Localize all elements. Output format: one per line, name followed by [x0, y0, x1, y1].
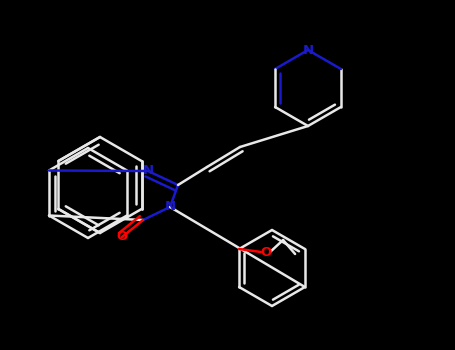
Text: O: O [116, 231, 127, 244]
Text: N: N [142, 164, 154, 177]
Text: N: N [303, 43, 313, 56]
Text: O: O [260, 245, 272, 259]
Text: N: N [164, 201, 176, 214]
